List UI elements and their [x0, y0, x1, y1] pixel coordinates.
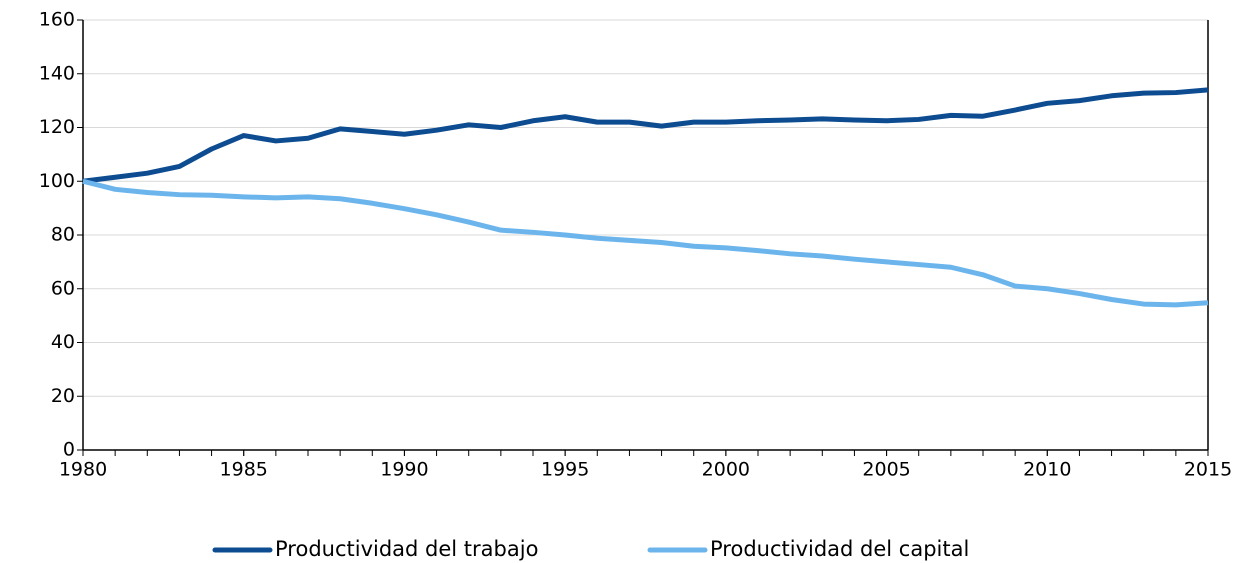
x-tick-label: 2010 — [1023, 459, 1071, 481]
legend-label: Productividad del trabajo — [275, 537, 538, 561]
legend-label: Productividad del capital — [710, 537, 969, 561]
x-tick-label: 1995 — [541, 459, 589, 481]
y-tick-label: 60 — [51, 277, 75, 299]
x-tick-label: 2005 — [862, 459, 910, 481]
series-line — [82, 87, 1209, 184]
x-tick-label: 1990 — [380, 459, 428, 481]
y-tick-label: 40 — [51, 331, 75, 353]
y-tick-label: 0 — [63, 439, 75, 461]
y-tick-label: 120 — [39, 116, 75, 138]
x-tick-label: 1985 — [220, 459, 268, 481]
x-tick-label: 2000 — [702, 459, 750, 481]
y-tick-label: 160 — [39, 9, 75, 31]
series-line — [82, 178, 1209, 308]
y-tick-label: 80 — [51, 224, 75, 246]
x-tick-label: 2015 — [1184, 459, 1232, 481]
x-tick-label: 1980 — [59, 459, 107, 481]
legend: Productividad del trabajo Productividad d… — [212, 537, 969, 561]
y-tick-label: 140 — [39, 62, 75, 84]
y-tick-label: 20 — [51, 385, 75, 407]
y-tick-label: 100 — [39, 170, 75, 192]
